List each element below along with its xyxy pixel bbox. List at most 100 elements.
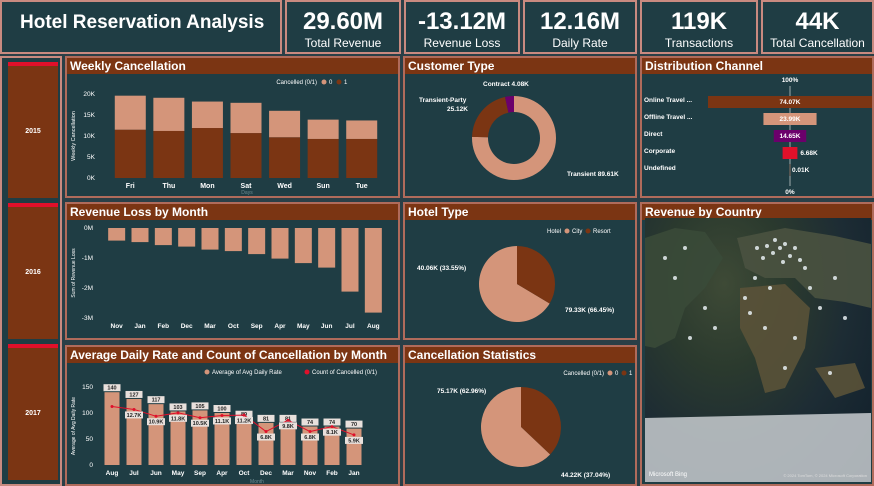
country-bubble[interactable] <box>798 258 802 262</box>
cancellation-value-box <box>345 436 363 444</box>
top-percent-label: 100% <box>782 77 799 84</box>
year-label: 2016 <box>25 269 41 276</box>
bar-cancelled-0 <box>191 101 223 129</box>
cancellation-value-box <box>257 433 275 441</box>
legend-swatch-1 <box>621 370 627 376</box>
kpi-value: 12.16M <box>539 8 621 35</box>
bar-cancelled-1 <box>153 130 185 178</box>
cancellation-value-label: 11.8K <box>171 416 185 422</box>
x-tick-label: Oct <box>228 323 240 330</box>
country-bubble[interactable] <box>761 256 765 260</box>
year-button-2016[interactable]: 2016 <box>8 203 58 339</box>
x-tick-label: Tue <box>356 183 368 190</box>
hotel-type-chart: Hotel City Resort 79.33K (66.45%) 40.06K (33… <box>417 228 614 322</box>
kpi-label: Transactions <box>664 36 734 50</box>
adr-cancellation-panel: Average Daily Rate and Count of Cancella… <box>65 345 400 486</box>
channel-label: Online Travel ... <box>644 97 692 104</box>
panel-title: Distribution Channel <box>642 58 872 74</box>
adr-value-box <box>257 414 275 422</box>
country-bubble[interactable] <box>683 246 687 250</box>
channel-value-label: 6.68K <box>800 150 818 157</box>
donut-slice-transient-party <box>472 96 509 138</box>
country-bubble[interactable] <box>828 371 832 375</box>
x-tick-label: Mar <box>282 470 294 477</box>
world-map[interactable]: Microsoft Bing © 2024 TomTom, © 2024 Mic… <box>645 218 871 482</box>
country-bubble[interactable] <box>793 336 797 340</box>
pie-slice-resort <box>517 246 555 304</box>
country-bubble[interactable] <box>765 244 769 248</box>
year-button-2017[interactable]: 2017 <box>8 344 58 480</box>
country-bubble[interactable] <box>743 296 747 300</box>
country-bubble[interactable] <box>688 336 692 340</box>
x-axis-label: Month <box>250 479 264 484</box>
bar-cancelled-0 <box>307 119 339 139</box>
channel-value-label: 14.65K <box>780 133 801 140</box>
x-tick-label: Fri <box>126 183 135 190</box>
revenue-loss-bar <box>248 228 266 255</box>
cancellation-point <box>286 418 290 422</box>
adr-value-label: 105 <box>195 404 204 410</box>
cancellation-point <box>176 411 180 415</box>
revenue-loss-panel: Revenue Loss by Month 0M -1M -2M -3M Sum of … <box>65 202 400 340</box>
country-bubble[interactable] <box>753 276 757 280</box>
cancellation-value-label: 11.1K <box>215 419 229 425</box>
country-bubble[interactable] <box>783 242 787 246</box>
cancellation-point <box>308 430 312 434</box>
country-bubble[interactable] <box>768 286 772 290</box>
cancellation-line <box>111 405 355 436</box>
country-bubble[interactable] <box>781 260 785 264</box>
panel-title: Revenue by Country <box>642 204 872 220</box>
cancellation-point <box>352 433 356 437</box>
y-tick-label: 0 <box>89 462 93 469</box>
revenue-loss-bar <box>131 228 149 243</box>
country-bubble[interactable] <box>748 311 752 315</box>
legend-swatch-0 <box>607 370 613 376</box>
country-bubble[interactable] <box>773 238 777 242</box>
bar-cancelled-1 <box>269 137 301 178</box>
legend-swatch-city <box>564 228 570 234</box>
country-bubble[interactable] <box>755 246 759 250</box>
country-bubble[interactable] <box>788 254 792 258</box>
channel-label: Undefined <box>644 165 676 172</box>
y-axis-label: Sum of Revenue Loss <box>71 248 77 298</box>
country-bubble[interactable] <box>663 256 667 260</box>
country-bubble[interactable] <box>703 306 707 310</box>
country-bubble[interactable] <box>808 286 812 290</box>
country-bubble[interactable] <box>763 326 767 330</box>
country-bubble[interactable] <box>713 326 717 330</box>
revenue-loss-bar <box>201 228 219 250</box>
legend-label: 1 <box>629 371 633 377</box>
revenue-loss-bar <box>224 228 242 252</box>
legend-swatch-cancelled <box>304 369 310 375</box>
revenue-loss-chart: 0M -1M -2M -3M Sum of Revenue Loss Nov Jan Feb D… <box>71 225 382 330</box>
year-button-2015[interactable]: 2015 <box>8 62 58 198</box>
x-tick-label: May <box>172 470 185 477</box>
country-bubble[interactable] <box>803 266 807 270</box>
x-tick-label: Oct <box>239 470 251 477</box>
cancellation-point <box>110 404 114 408</box>
country-bubble[interactable] <box>673 276 677 280</box>
country-bubble[interactable] <box>833 276 837 280</box>
country-bubble[interactable] <box>793 246 797 250</box>
cancellation-value-box <box>213 417 231 425</box>
y-axis-label: Weekly Cancellation <box>71 111 77 161</box>
cancellation-value-label: 8.1K <box>326 430 338 436</box>
country-bubble[interactable] <box>778 246 782 250</box>
adr-bar <box>214 413 230 465</box>
adr-value-label: 127 <box>129 392 138 398</box>
slice-label-city: 79.33K (66.45%) <box>565 307 614 314</box>
adr-bar <box>258 422 274 465</box>
bar-cancelled-1 <box>191 128 223 178</box>
kpi-label: Total Cancellation <box>770 36 865 50</box>
adr-value-label: 117 <box>152 398 161 404</box>
x-tick-label: Mon <box>200 183 214 190</box>
x-tick-label: Apr <box>216 470 228 477</box>
country-bubble[interactable] <box>783 366 787 370</box>
country-bubble[interactable] <box>818 306 822 310</box>
map-landmass-americas <box>645 228 723 348</box>
customer-type-panel: Customer Type Transient 89.61K Transient-… <box>403 56 637 198</box>
x-tick-label: May <box>297 323 310 330</box>
country-bubble[interactable] <box>843 316 847 320</box>
adr-bar <box>148 404 164 465</box>
country-bubble[interactable] <box>771 251 775 255</box>
